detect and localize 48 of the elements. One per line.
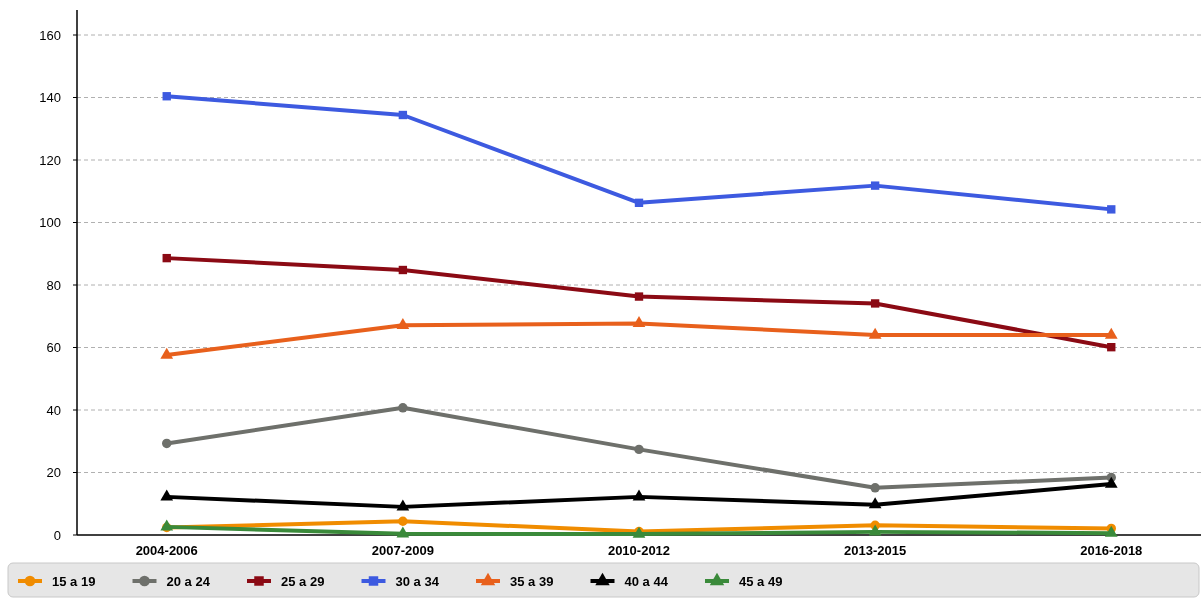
x-tick-label: 2016-2018 [1080, 543, 1143, 558]
x-tick-label: 2010-2012 [607, 543, 671, 558]
point [634, 444, 644, 455]
point [398, 403, 408, 413]
point [868, 327, 882, 339]
point [634, 292, 644, 301]
legend-label: 30 a 34 [395, 573, 440, 589]
legend-label: 45 a 49 [739, 573, 783, 589]
point [1107, 205, 1116, 214]
point [162, 92, 171, 101]
point [868, 524, 882, 536]
y-tick-label: 20 [46, 465, 61, 481]
point [870, 181, 880, 190]
legend-label: 20 a 24 [166, 573, 211, 589]
point [632, 316, 646, 328]
y-tick-label: 60 [46, 340, 61, 356]
point [162, 253, 171, 263]
x-tick-label: 2004-2006 [135, 543, 198, 558]
y-tick-label: 80 [46, 277, 61, 293]
point [160, 347, 174, 359]
point [396, 499, 410, 511]
y-tick-label: 40 [46, 402, 61, 418]
y-tick-label: 0 [53, 527, 61, 543]
x-tick-label: 2013-2015 [844, 543, 907, 558]
y-tick-label: 120 [39, 152, 61, 168]
point [868, 497, 882, 509]
point [160, 489, 174, 501]
point [1107, 343, 1116, 352]
point [398, 110, 408, 120]
legend-label: 25 a 29 [281, 573, 325, 589]
point [398, 265, 408, 275]
legend-label: 15 a 19 [52, 573, 96, 589]
point [1104, 476, 1118, 488]
y-tick-label: 160 [39, 27, 61, 43]
y-tick-label: 140 [39, 90, 61, 106]
point [396, 526, 410, 538]
point [398, 516, 408, 526]
legend-label: 40 a 44 [624, 573, 669, 589]
point [870, 483, 880, 493]
x-tick-label: 2007-2009 [371, 543, 434, 558]
point [634, 198, 644, 207]
legend-label: 35 a 39 [510, 573, 554, 589]
point [162, 438, 172, 449]
point [632, 489, 646, 501]
point [870, 299, 880, 308]
point [1104, 327, 1118, 339]
y-tick-label: 100 [39, 215, 61, 231]
point [396, 317, 410, 329]
